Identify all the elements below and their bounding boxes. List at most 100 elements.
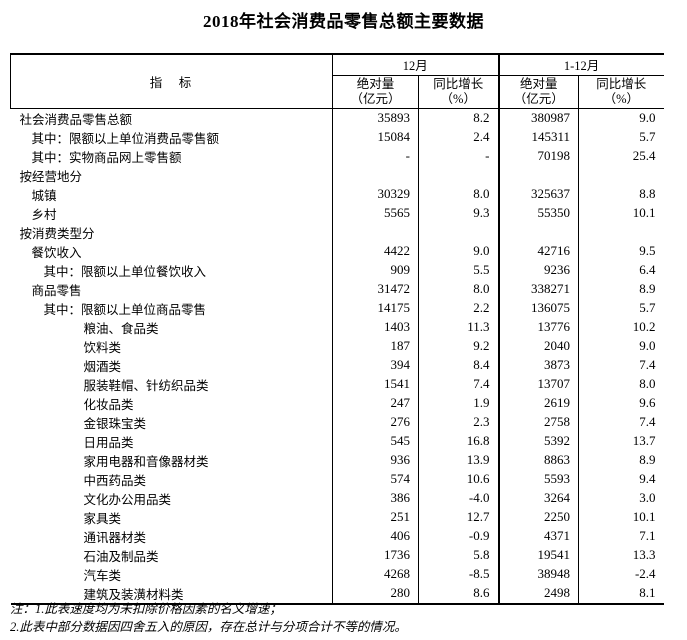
december-absolute-cell: -: [332, 146, 419, 166]
december-yoy-cell: 5.8: [418, 545, 500, 565]
footnotes: 注：1.此表速度均为未扣除价格因素的名义增速； 2.此表中部分数据因四舍五入的原…: [10, 600, 670, 636]
indicator-cell: 石油及制品类: [10, 545, 333, 565]
december-absolute-cell: 1541: [332, 374, 419, 394]
december-yoy-cell: 7.4: [418, 374, 500, 394]
december-absolute-cell: 406: [332, 526, 419, 546]
indicator-cell: 乡村: [10, 203, 333, 223]
table-row: 中西药品类 574 10.6 5593 9.4: [10, 469, 664, 489]
column-group-december: 12月: [332, 54, 500, 76]
jan-dec-yoy-cell: 9.4: [639, 471, 656, 486]
jan-dec-yoy-cell: 8.9: [639, 281, 656, 296]
jan-dec-yoy-cell: 10.1: [632, 509, 656, 524]
jan-dec-absolute-cell: 2758: [498, 412, 580, 432]
december-absolute-cell: 280: [332, 583, 419, 604]
table-row: 其中：限额以上单位消费品零售额 15084 2.4 145311 5.7: [10, 127, 664, 147]
column-group-jan-dec: 1-12月: [498, 54, 664, 76]
indicator-cell: 文化办公用品类: [10, 488, 333, 508]
december-absolute-cell: 31472: [332, 279, 419, 299]
jan-dec-yoy-cell: 8.9: [639, 452, 656, 467]
december-yoy-cell: 2.3: [418, 412, 500, 432]
indicator-cell: 化妆品类: [10, 393, 333, 413]
jan-dec-absolute-cell: 8863: [498, 450, 580, 470]
table-row: 其中：限额以上单位商品零售 14175 2.2 136075 5.7: [10, 298, 664, 318]
december-yoy-cell: 9.2: [418, 336, 500, 356]
indicator-cell: 烟酒类: [10, 355, 333, 375]
jan-dec-absolute-cell: 19541: [498, 545, 580, 565]
jan-dec-absolute-cell: 380987: [498, 108, 580, 128]
column-header-abs-jan-dec: 绝对量 （亿元）: [498, 75, 580, 109]
jan-dec-absolute-cell: [498, 222, 580, 242]
jan-dec-yoy-cell: 8.0: [639, 376, 656, 391]
indicator-cell: 通讯器材类: [10, 526, 333, 546]
december-absolute-cell: 4422: [332, 241, 419, 261]
table-row: 餐饮收入 4422 9.0 42716 9.5: [10, 241, 664, 261]
december-absolute-cell: [332, 165, 419, 185]
december-absolute-cell: 276: [332, 412, 419, 432]
december-absolute-cell: 909: [332, 260, 419, 280]
december-yoy-cell: 16.8: [418, 431, 500, 451]
indicator-cell: 其中：限额以上单位餐饮收入: [10, 260, 333, 280]
indicator-cell: 其中：限额以上单位商品零售: [10, 298, 333, 318]
table-row: 金银珠宝类 276 2.3 2758 7.4: [10, 412, 664, 432]
december-yoy-cell: 11.3: [418, 317, 500, 337]
indicator-cell: 日用品类: [10, 431, 333, 451]
december-yoy-cell: 8.0: [418, 184, 500, 204]
jan-dec-absolute-cell: 2498: [498, 583, 580, 604]
indicator-cell: 社会消费品零售总额: [10, 108, 333, 128]
table-row: 城镇 30329 8.0 325637 8.8: [10, 184, 664, 204]
december-yoy-cell: [418, 165, 500, 185]
jan-dec-yoy-cell: 25.4: [632, 148, 656, 163]
jan-dec-yoy-cell: 9.5: [639, 243, 656, 258]
jan-dec-yoy-cell: 10.1: [632, 205, 656, 220]
indicator-cell: 商品零售: [10, 279, 333, 299]
jan-dec-absolute-cell: 13776: [498, 317, 580, 337]
december-absolute-cell: 251: [332, 507, 419, 527]
table-row: 服装鞋帽、针纺织品类 1541 7.4 13707 8.0: [10, 374, 664, 394]
table-row: 其中：实物商品网上零售额 - - 70198 25.4: [10, 146, 664, 166]
jan-dec-absolute-cell: 5392: [498, 431, 580, 451]
jan-dec-absolute-cell: 3264: [498, 488, 580, 508]
december-yoy-cell: 2.4: [418, 127, 500, 147]
table-row: 日用品类 545 16.8 5392 13.7: [10, 431, 664, 451]
indicator-cell: 金银珠宝类: [10, 412, 333, 432]
december-yoy-cell: -: [418, 146, 500, 166]
december-yoy-cell: -8.5: [418, 564, 500, 584]
december-yoy-cell: -4.0: [418, 488, 500, 508]
jan-dec-yoy-cell: 13.7: [632, 433, 656, 448]
december-yoy-cell: 1.9: [418, 393, 500, 413]
december-yoy-cell: 5.5: [418, 260, 500, 280]
table-header: 指 标 12月 1-12月 绝对量 （亿元） 同比增长 （%） 绝对量 （亿元）…: [10, 54, 664, 109]
table-row: 商品零售 31472 8.0 338271 8.9: [10, 279, 664, 299]
jan-dec-absolute-cell: 145311: [498, 127, 580, 147]
december-yoy-cell: 8.2: [418, 108, 500, 128]
december-yoy-cell: [418, 222, 500, 242]
jan-dec-yoy-cell: 6.4: [639, 262, 656, 277]
indicator-cell: 家具类: [10, 507, 333, 527]
december-absolute-cell: 4268: [332, 564, 419, 584]
column-header-indicator: 指 标: [10, 54, 333, 109]
december-absolute-cell: 394: [332, 355, 419, 375]
jan-dec-absolute-cell: [498, 165, 580, 185]
december-absolute-cell: 386: [332, 488, 419, 508]
jan-dec-yoy-cell: -2.4: [634, 566, 656, 581]
december-yoy-cell: 8.4: [418, 355, 500, 375]
table-row: 其中：限额以上单位餐饮收入 909 5.5 9236 6.4: [10, 260, 664, 280]
jan-dec-yoy-cell: 9.0: [639, 338, 656, 353]
jan-dec-absolute-cell: 4371: [498, 526, 580, 546]
december-yoy-cell: 9.3: [418, 203, 500, 223]
jan-dec-absolute-cell: 13707: [498, 374, 580, 394]
december-absolute-cell: 30329: [332, 184, 419, 204]
jan-dec-yoy-cell: 7.4: [639, 414, 656, 429]
footnote-2: 2.此表中部分数据因四舍五入的原因，存在总计与分项合计不等的情况。: [10, 620, 407, 634]
jan-dec-absolute-cell: 9236: [498, 260, 580, 280]
jan-dec-yoy-cell: 5.7: [639, 129, 656, 144]
december-absolute-cell: 574: [332, 469, 419, 489]
jan-dec-yoy-cell: 13.3: [632, 547, 656, 562]
table-row: 石油及制品类 1736 5.8 19541 13.3: [10, 545, 664, 565]
jan-dec-yoy-cell: [579, 223, 664, 242]
indicator-cell: 汽车类: [10, 564, 333, 584]
jan-dec-absolute-cell: 38948: [498, 564, 580, 584]
indicator-cell: 其中：限额以上单位消费品零售额: [10, 127, 333, 147]
december-absolute-cell: 14175: [332, 298, 419, 318]
column-header-abs-december: 绝对量 （亿元）: [332, 75, 419, 109]
